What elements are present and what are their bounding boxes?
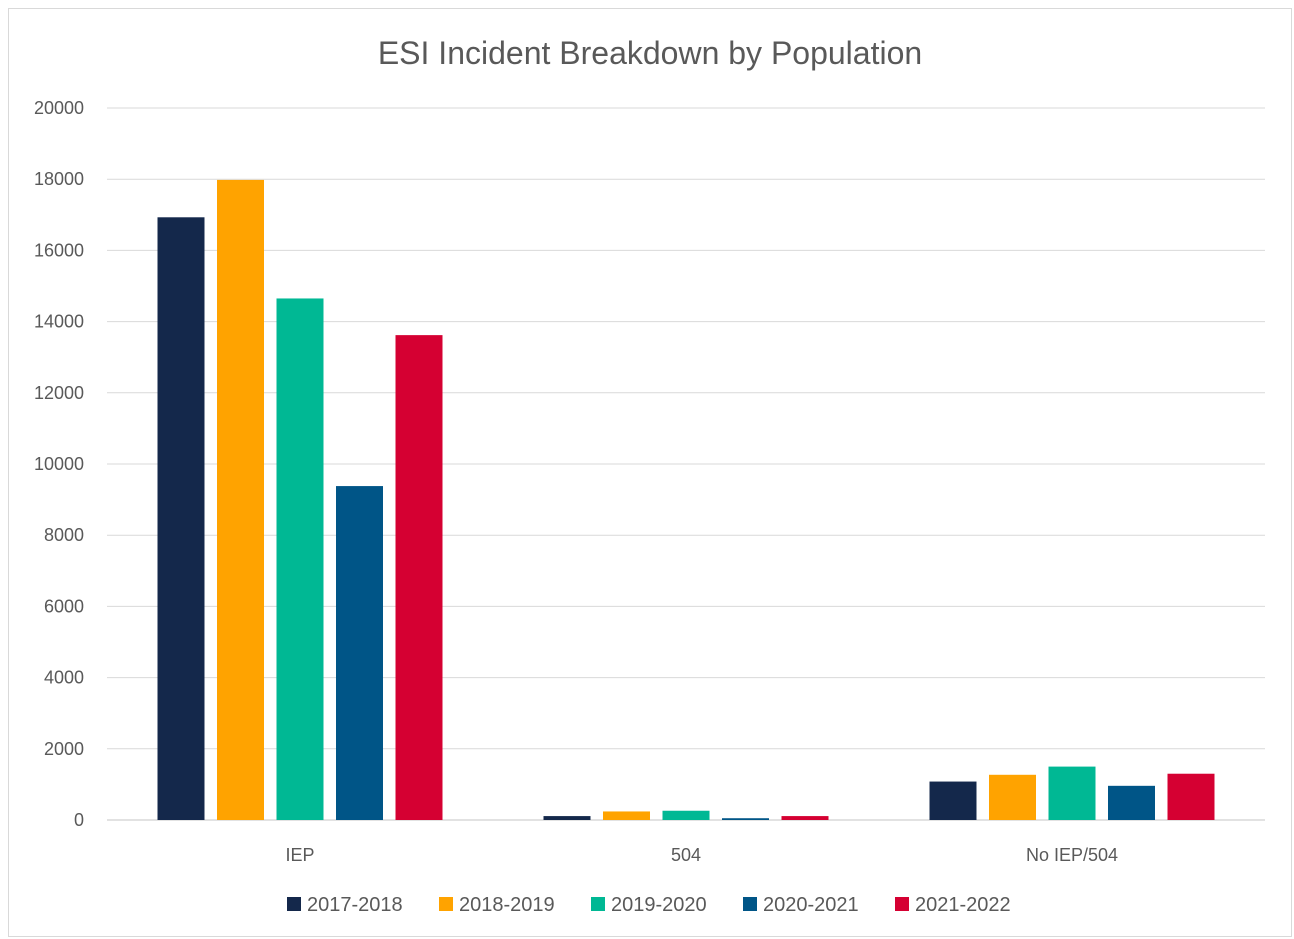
legend-label: 2018-2019 <box>459 894 555 916</box>
legend-swatch <box>439 897 453 911</box>
y-tick-label: 18000 <box>34 169 84 189</box>
bar-504-2019-2020 <box>662 810 710 820</box>
bar-no-iep-504-2019-2020 <box>1048 766 1096 820</box>
bar-504-2020-2021 <box>722 818 769 820</box>
bar-iep-2020-2021 <box>336 486 383 820</box>
bar-no-iep-504-2021-2022 <box>1167 773 1215 820</box>
y-tick-label: 2000 <box>44 739 84 759</box>
x-category-label: IEP <box>285 845 314 865</box>
legend-label: 2017-2018 <box>307 894 403 916</box>
y-tick-label: 8000 <box>44 525 84 545</box>
bars <box>157 179 1215 821</box>
bar-iep-2017-2018 <box>157 217 205 821</box>
y-tick-label: 14000 <box>34 312 84 332</box>
legend-swatch <box>287 897 301 911</box>
bar-no-iep-504-2018-2019 <box>989 774 1036 820</box>
bar-504-2017-2018 <box>543 816 591 820</box>
y-tick-label: 12000 <box>34 383 84 403</box>
bar-no-iep-504-2017-2018 <box>929 781 977 820</box>
chart-title: ESI Incident Breakdown by Population <box>378 35 922 71</box>
x-axis-categories: IEP 504 No IEP/504 <box>285 845 1118 865</box>
bar-504-2018-2019 <box>603 811 650 820</box>
legend-swatch <box>743 897 757 911</box>
legend-swatch <box>591 897 605 911</box>
legend: 2017-2018 2018-2019 2019-2020 2020-2021 2021… <box>287 894 1011 916</box>
y-tick-label: 0 <box>74 810 84 830</box>
bar-no-iep-504-2020-2021 <box>1108 785 1155 820</box>
legend-label: 2019-2020 <box>611 894 707 916</box>
legend-label: 2021-2022 <box>915 894 1011 916</box>
x-category-label: 504 <box>671 845 701 865</box>
x-category-label: No IEP/504 <box>1026 845 1118 865</box>
bar-iep-2021-2022 <box>395 335 443 820</box>
bar-iep-2018-2019 <box>217 179 264 821</box>
y-tick-label: 4000 <box>44 668 84 688</box>
y-tick-label: 20000 <box>34 98 84 118</box>
bar-504-2021-2022 <box>781 816 829 820</box>
legend-label: 2020-2021 <box>763 894 859 916</box>
y-tick-label: 16000 <box>34 240 84 260</box>
y-tick-label: 10000 <box>34 454 84 474</box>
y-tick-label: 6000 <box>44 596 84 616</box>
bar-iep-2019-2020 <box>276 298 324 821</box>
y-axis-ticks: 0 2000 4000 6000 8000 10000 12000 14000 16000 180… <box>34 98 84 830</box>
legend-swatch <box>895 897 909 911</box>
